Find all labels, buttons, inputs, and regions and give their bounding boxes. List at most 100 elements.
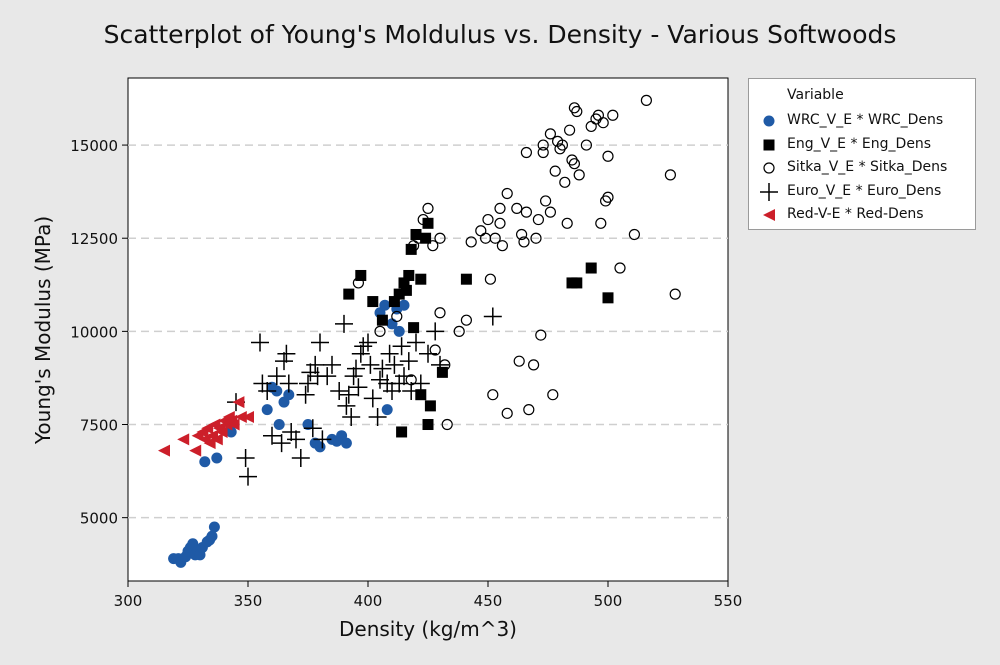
data-point [361,355,380,374]
data-point [344,367,363,386]
data-point [607,109,619,121]
data-point [422,217,434,229]
data-point [501,187,513,200]
data-point [373,359,392,378]
data-point [483,307,502,326]
data-point [391,310,403,323]
data-point [487,389,499,401]
data-point [669,288,681,300]
data-point [302,419,314,431]
data-point [402,381,421,400]
data-point [403,269,415,281]
y-tick-label: 15000 [70,137,118,155]
data-point [189,444,202,457]
data-point [393,288,405,300]
data-point [177,433,190,446]
data-point [585,262,597,274]
data-point [597,117,609,129]
data-point [489,232,501,244]
data-point [422,202,434,215]
data-point [571,105,583,118]
data-point [465,236,477,248]
data-point [520,146,533,159]
data-point [303,419,322,438]
data-point [267,367,286,386]
data-point [383,381,401,400]
data-point [354,337,373,356]
data-point [301,363,320,382]
plot-area [127,77,729,582]
data-point [559,176,571,188]
data-point [544,206,557,218]
data-point [330,381,349,400]
data-point [563,124,576,136]
data-point [511,202,523,215]
data-point [392,337,411,356]
y-tick-label: 7500 [80,417,118,435]
x-tick-label: 350 [234,592,263,610]
data-point [273,419,285,431]
data-point [199,456,211,468]
data-point [368,408,387,427]
legend-label: Eng_V_E * Eng_Dens [787,135,932,152]
data-point [236,449,255,468]
data-point [347,359,365,378]
data-point [420,232,432,244]
data-point [539,195,552,207]
data-point [371,370,389,389]
data-point [602,292,614,304]
data-point [400,284,412,296]
data-point [434,307,446,319]
x-tick-label: 550 [714,592,743,610]
data-point [411,374,430,393]
data-point [532,213,545,226]
data-point [396,426,408,438]
data-point [258,381,277,400]
data-point [215,425,228,438]
data-point [419,344,437,363]
data-point [251,333,269,352]
data-point [412,232,424,244]
data-point [482,213,494,226]
data-point [496,240,508,252]
data-point [342,408,361,427]
x-axis-label: Density (kg/m^3) [339,617,517,641]
legend-marker [763,115,775,127]
legend-label: Sitka_V_E * Sitka_Dens [787,159,948,175]
legend-item: WRC_V_E * WRC_Dens [757,110,972,132]
data-point [431,355,449,374]
data-point [547,389,559,401]
data-point [263,426,281,445]
y-tick-label: 5000 [80,510,118,528]
data-point [272,434,291,453]
legend-item: Sitka_V_E * Sitka_Dens [757,157,972,179]
legend-title: Variable [787,87,844,103]
data-point [271,385,283,397]
legend-marker [763,209,775,221]
data-point [363,389,382,408]
legend: Variable WRC_V_E * WRC_Dens Eng_V_E * Eng… [748,78,976,230]
data-point [395,367,413,386]
legend-marker-shape [760,182,778,201]
x-tick-label: 500 [594,592,623,610]
data-point [393,325,405,337]
data-point [279,374,298,393]
data-point [427,240,439,252]
data-point [380,344,399,363]
data-point [573,169,585,181]
data-point [422,419,434,431]
data-point [527,359,540,371]
data-point [441,418,453,431]
data-point [415,389,427,401]
data-point [335,314,353,333]
data-point [501,407,513,419]
data-point [614,262,626,274]
data-point [313,430,332,449]
legend-marker-shape [763,139,775,150]
data-point [460,314,472,326]
legend-item: Euro_V_E * Euro_Dens [757,181,972,203]
data-point [602,150,614,162]
data-point [352,277,364,289]
data-point [359,333,377,352]
data-point [664,169,677,181]
